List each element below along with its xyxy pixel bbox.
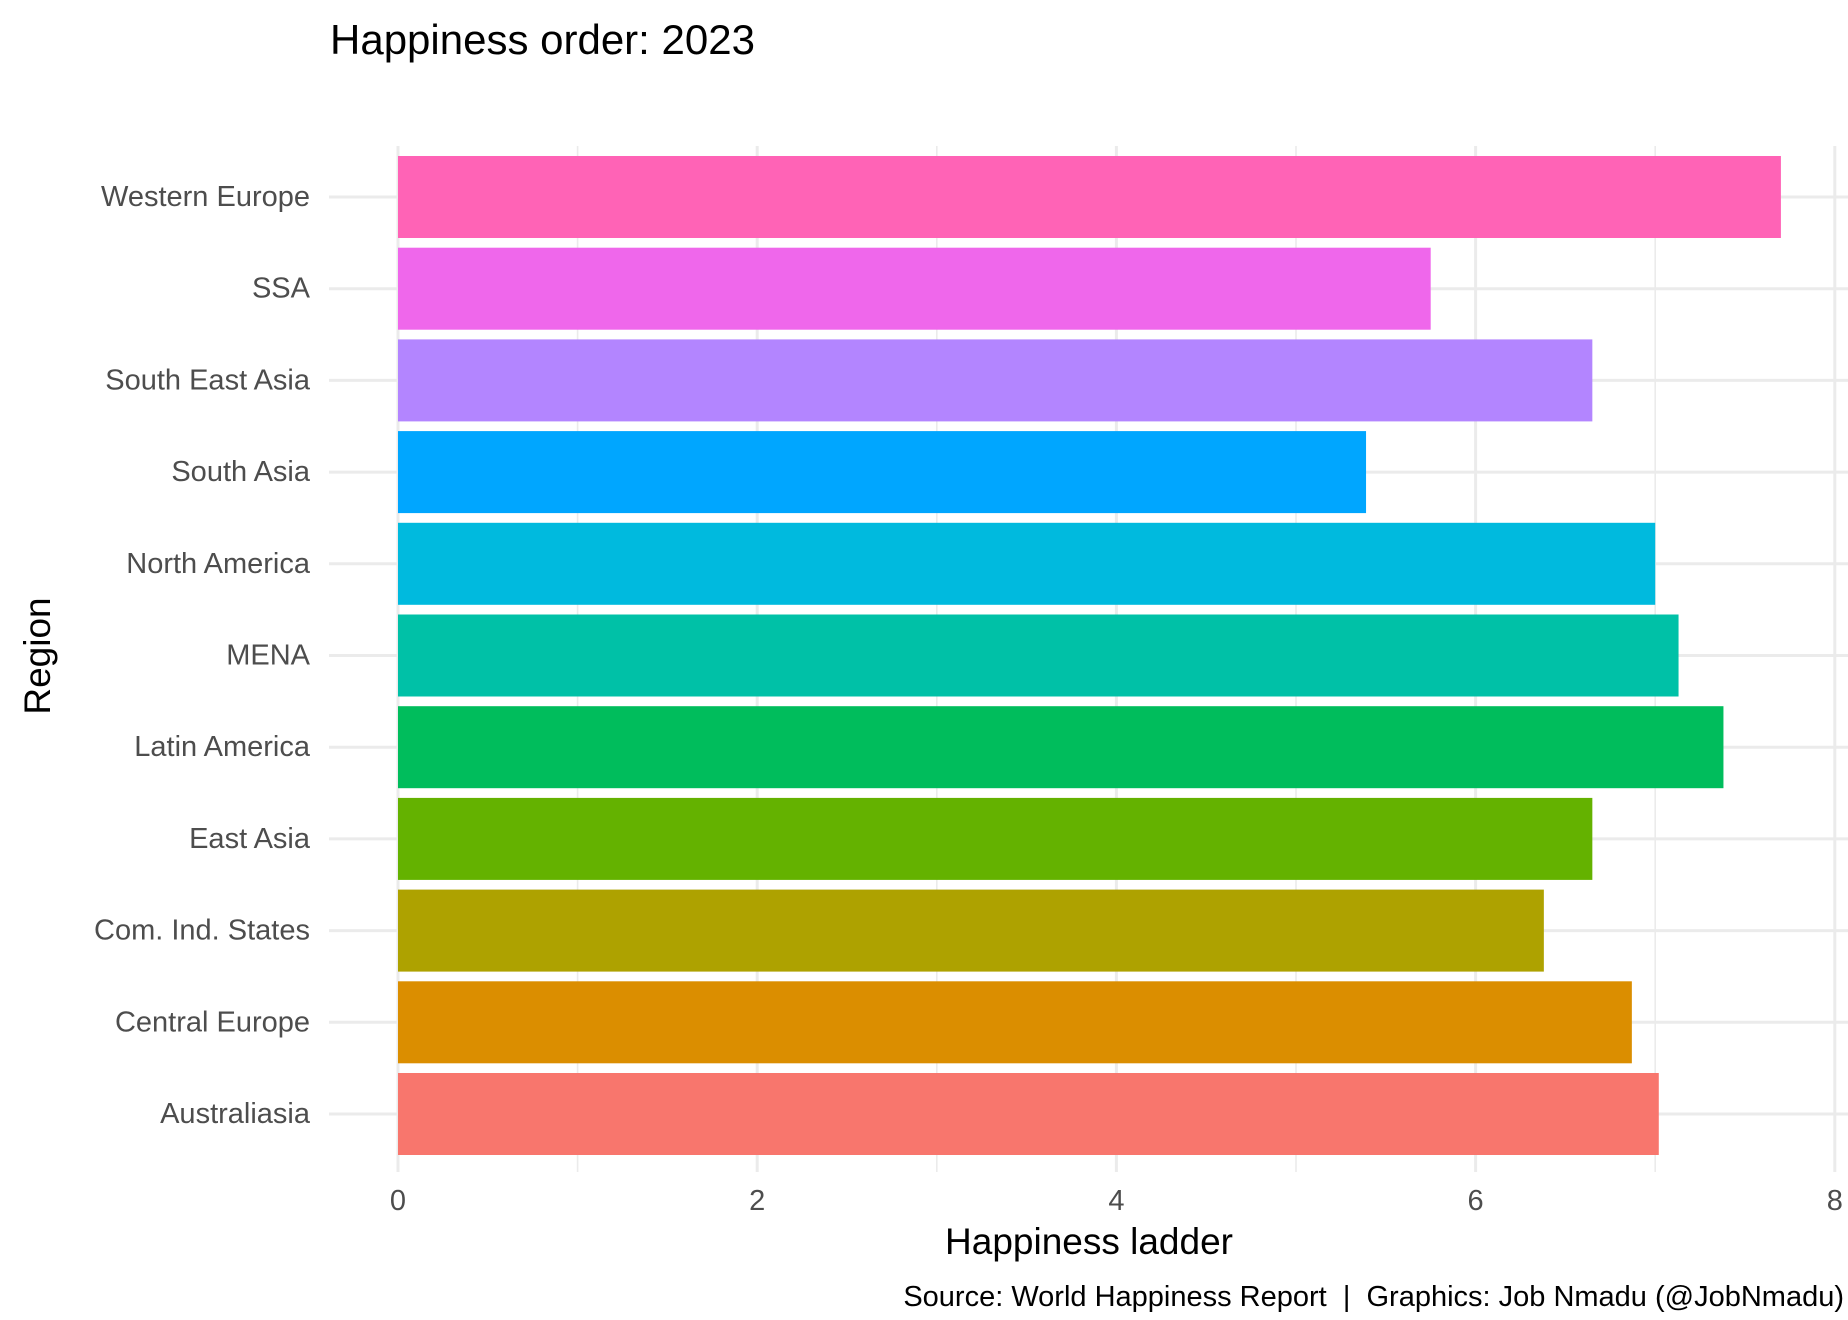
x-tick-label: 2 bbox=[749, 1185, 765, 1217]
x-axis-tick-labels: 0 2 4 6 8 bbox=[390, 1185, 1843, 1217]
y-tick-label: South Asia bbox=[171, 456, 311, 488]
y-tick-label: Western Europe bbox=[101, 181, 310, 213]
y-tick-label: SSA bbox=[252, 273, 311, 305]
y-tick-label: Central Europe bbox=[115, 1006, 310, 1038]
bar bbox=[398, 339, 1593, 422]
chart-caption: Source: World Happiness Report | Graphic… bbox=[903, 1281, 1844, 1313]
y-tick-label: MENA bbox=[226, 640, 310, 672]
bar bbox=[398, 706, 1724, 789]
x-tick-label: 4 bbox=[1108, 1185, 1124, 1217]
y-tick-label: Latin America bbox=[134, 731, 311, 763]
y-axis-tick-labels: Australiasia Central Europe Com. Ind. Stat… bbox=[94, 181, 311, 1130]
x-axis-title: Happiness ladder bbox=[945, 1221, 1233, 1262]
bar bbox=[398, 889, 1544, 972]
y-tick-label: Australiasia bbox=[160, 1098, 311, 1130]
bar bbox=[398, 431, 1367, 514]
x-tick-label: 6 bbox=[1468, 1185, 1484, 1217]
y-tick-label: Com. Ind. States bbox=[94, 915, 310, 947]
y-tick-label: South East Asia bbox=[105, 364, 311, 396]
chart-title: Happiness order: 2023 bbox=[330, 16, 755, 63]
y-tick-label: North America bbox=[126, 548, 311, 580]
bar bbox=[398, 247, 1431, 330]
bars bbox=[398, 156, 1781, 1155]
x-tick-label: 8 bbox=[1827, 1185, 1843, 1217]
bar bbox=[398, 981, 1632, 1064]
y-tick-label: East Asia bbox=[189, 823, 311, 855]
bar bbox=[398, 156, 1781, 238]
bar bbox=[398, 1073, 1659, 1155]
bar bbox=[398, 522, 1656, 605]
y-axis-title: Region bbox=[17, 597, 58, 714]
bar bbox=[398, 797, 1593, 880]
bar bbox=[398, 614, 1679, 697]
x-tick-label: 0 bbox=[390, 1185, 406, 1217]
